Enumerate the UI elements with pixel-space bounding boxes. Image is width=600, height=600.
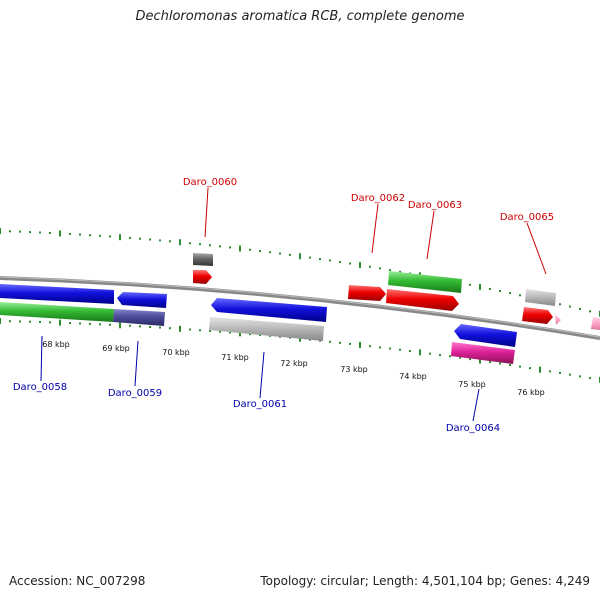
genome-backbone [0, 276, 600, 340]
lower-tick-row [0, 318, 600, 383]
gene-daro-0059-blue [117, 292, 167, 308]
gene-daro-0064-pink [451, 342, 515, 364]
gene-daro-0063-green [388, 271, 462, 293]
kbp-label-70: 70 kbp [162, 348, 190, 357]
gene-daro-0061-gray [209, 317, 324, 341]
kbp-label-73: 73 kbp [340, 365, 368, 374]
kbp-label-68: 68 kbp [42, 340, 70, 349]
kbp-label-76: 76 kbp [517, 388, 545, 397]
gene-daro-0061-blue [211, 298, 327, 322]
gene-daro-0060-arrow [193, 270, 212, 284]
gene-label-daro-0060: Daro_0060 [183, 177, 237, 188]
callout-lines [40, 187, 547, 422]
gene-edge-pink [591, 317, 600, 330]
gene-label-daro-0064: Daro_0064 [446, 423, 500, 434]
accession-text: Accession: NC_007298 [9, 574, 146, 588]
gene-daro-0065-tip [555, 314, 561, 325]
gene-daro-0065-arrow [522, 307, 553, 324]
gene-daro-0065-gray [525, 289, 556, 306]
gene-label-daro-0062: Daro_0062 [351, 193, 405, 204]
gene-label-daro-0063: Daro_0063 [408, 200, 462, 211]
kbp-label-75: 75 kbp [458, 380, 486, 389]
genome-backbone-highlight [0, 276, 600, 338]
gene-daro-0058-green [0, 302, 114, 322]
kbp-label-69: 69 kbp [102, 344, 130, 353]
gene-daro-0062 [348, 285, 386, 301]
kbp-label-74: 74 kbp [399, 372, 427, 381]
gene-blue-long-left [0, 284, 114, 304]
gene-daro-0064-blue [454, 324, 517, 347]
upper-tick-row [0, 228, 600, 317]
genome-info-text: Topology: circular; Length: 4,501,104 bp… [260, 574, 590, 588]
kbp-label-71: 71 kbp [221, 353, 249, 362]
figure-title: Dechloromonas aromatica RCB, complete ge… [135, 9, 465, 24]
kbp-label-72: 72 kbp [280, 359, 308, 368]
gene-label-daro-0061: Daro_0061 [233, 399, 287, 410]
gene-daro-0063-red [386, 289, 459, 311]
gene-label-daro-0065: Daro_0065 [500, 212, 554, 223]
gene-daro-0059-slate [113, 309, 165, 326]
gene-label-daro-0059: Daro_0059 [108, 388, 162, 399]
gene-daro-0060-small [193, 253, 213, 266]
gene-label-daro-0058: Daro_0058 [13, 382, 67, 393]
